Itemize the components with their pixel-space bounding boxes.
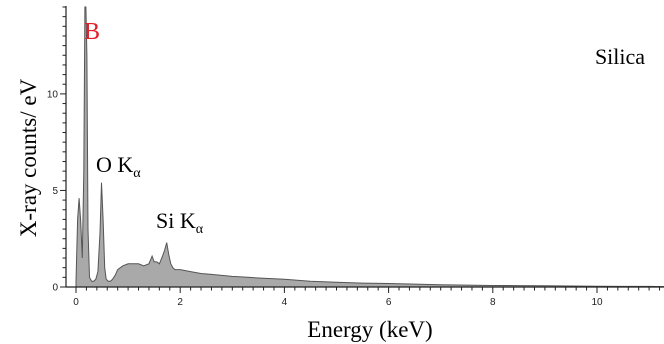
x-tick-label: 4	[282, 297, 288, 308]
plot-area	[75, 6, 664, 288]
peak-label: O Kα	[96, 152, 141, 181]
x-tick-label: 2	[177, 297, 183, 308]
x-tick-label: 6	[386, 297, 392, 308]
peak-label: Si Kα	[156, 208, 204, 237]
y-axis-label: X-ray counts/ eV	[16, 78, 41, 237]
peak-label: B	[84, 19, 100, 45]
x-axis-label: Energy (keV)	[307, 317, 432, 342]
y-tick-label: 0	[52, 283, 58, 294]
y-tick-label: 10	[47, 89, 59, 100]
y-tick-label: 5	[52, 186, 58, 197]
spectrum-area	[75, 6, 664, 288]
x-tick-label: 10	[591, 297, 603, 308]
sample-label-silica: Silica	[595, 44, 645, 69]
x-tick-label: 0	[73, 297, 79, 308]
labels: Energy (keV) X-ray counts/ eV Silica B O …	[16, 19, 645, 342]
x-tick-label: 8	[490, 297, 496, 308]
axes: 0 2 4 6 8 10 0 5 10	[47, 6, 664, 308]
